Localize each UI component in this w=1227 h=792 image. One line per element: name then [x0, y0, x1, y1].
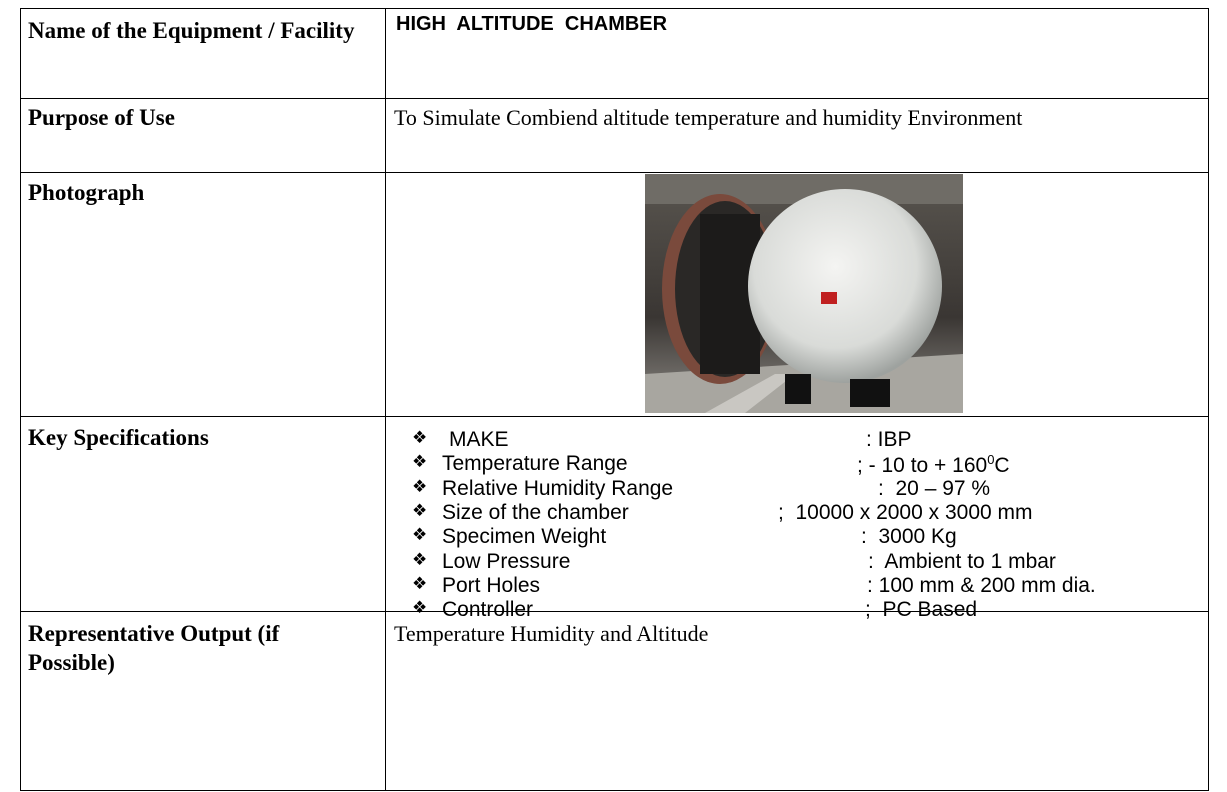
photograph	[645, 174, 963, 413]
row-label: Photograph	[28, 178, 368, 207]
border	[20, 790, 1209, 791]
spec-value-text: : Ambient to 1 mbar	[868, 550, 1056, 573]
border	[20, 611, 1209, 612]
spec-value-text: : IBP	[866, 428, 912, 451]
spec-value: : IBP	[866, 428, 912, 452]
bullet: ❖	[412, 525, 427, 545]
spec-label: Low Pressure	[442, 550, 570, 574]
spec-label: Relative Humidity Range	[442, 477, 673, 501]
spec-value: : 3000 Kg	[861, 525, 957, 549]
bullet: ❖	[412, 501, 427, 521]
spec-value-text: : 3000 Kg	[861, 525, 957, 548]
spec-value: ; 10000 x 2000 x 3000 mm	[778, 501, 1033, 525]
border	[20, 8, 21, 791]
row-label: Representative Output (if Possible)	[28, 619, 368, 677]
bullet: ❖	[412, 452, 427, 472]
spec-value-text: ; 10000 x 2000 x 3000 mm	[778, 501, 1033, 524]
spec-value-text: : 20 – 97 %	[878, 477, 990, 500]
equipment-name: HIGH ALTITUDE CHAMBER	[396, 13, 667, 36]
border	[20, 416, 1209, 417]
bullet: ❖	[412, 598, 427, 618]
border	[20, 8, 1209, 9]
border	[385, 8, 386, 791]
spec-value-text: ; - 10 to + 160	[857, 454, 987, 477]
spec-value: : 20 – 97 %	[878, 477, 990, 501]
spec-value-unit: C	[994, 454, 1009, 477]
spec-value: : Ambient to 1 mbar	[868, 550, 1056, 574]
spec-label: Specimen Weight	[442, 525, 606, 549]
spec-label: Temperature Range	[442, 452, 628, 476]
border	[20, 98, 1209, 99]
spec-label: Port Holes	[442, 574, 540, 598]
purpose: To Simulate Combiend altitude temperatur…	[394, 104, 1124, 131]
row-label: Key Specifications	[28, 423, 368, 452]
row-label: Name of the Equipment / Facility	[28, 16, 368, 45]
spec-value-text: ; PC Based	[865, 598, 977, 621]
spec-label: MAKE	[449, 428, 509, 452]
page: Name of the Equipment / Facility HIGH AL…	[0, 0, 1227, 792]
spec-label: Size of the chamber	[442, 501, 629, 525]
bullet: ❖	[412, 550, 427, 570]
output: Temperature Humidity and Altitude	[394, 620, 1194, 647]
spec-value: : 100 mm & 200 mm dia.	[867, 574, 1096, 598]
row-label: Purpose of Use	[28, 103, 368, 132]
bullet: ❖	[412, 477, 427, 497]
spec-label: Controller	[442, 598, 533, 622]
border	[1208, 8, 1209, 791]
bullet: ❖	[412, 428, 427, 448]
border	[20, 172, 1209, 173]
spec-value: ; PC Based	[865, 598, 977, 622]
spec-value: ; - 10 to + 1600C	[857, 452, 1010, 478]
bullet: ❖	[412, 574, 427, 594]
spec-value-text: : 100 mm & 200 mm dia.	[867, 574, 1096, 597]
